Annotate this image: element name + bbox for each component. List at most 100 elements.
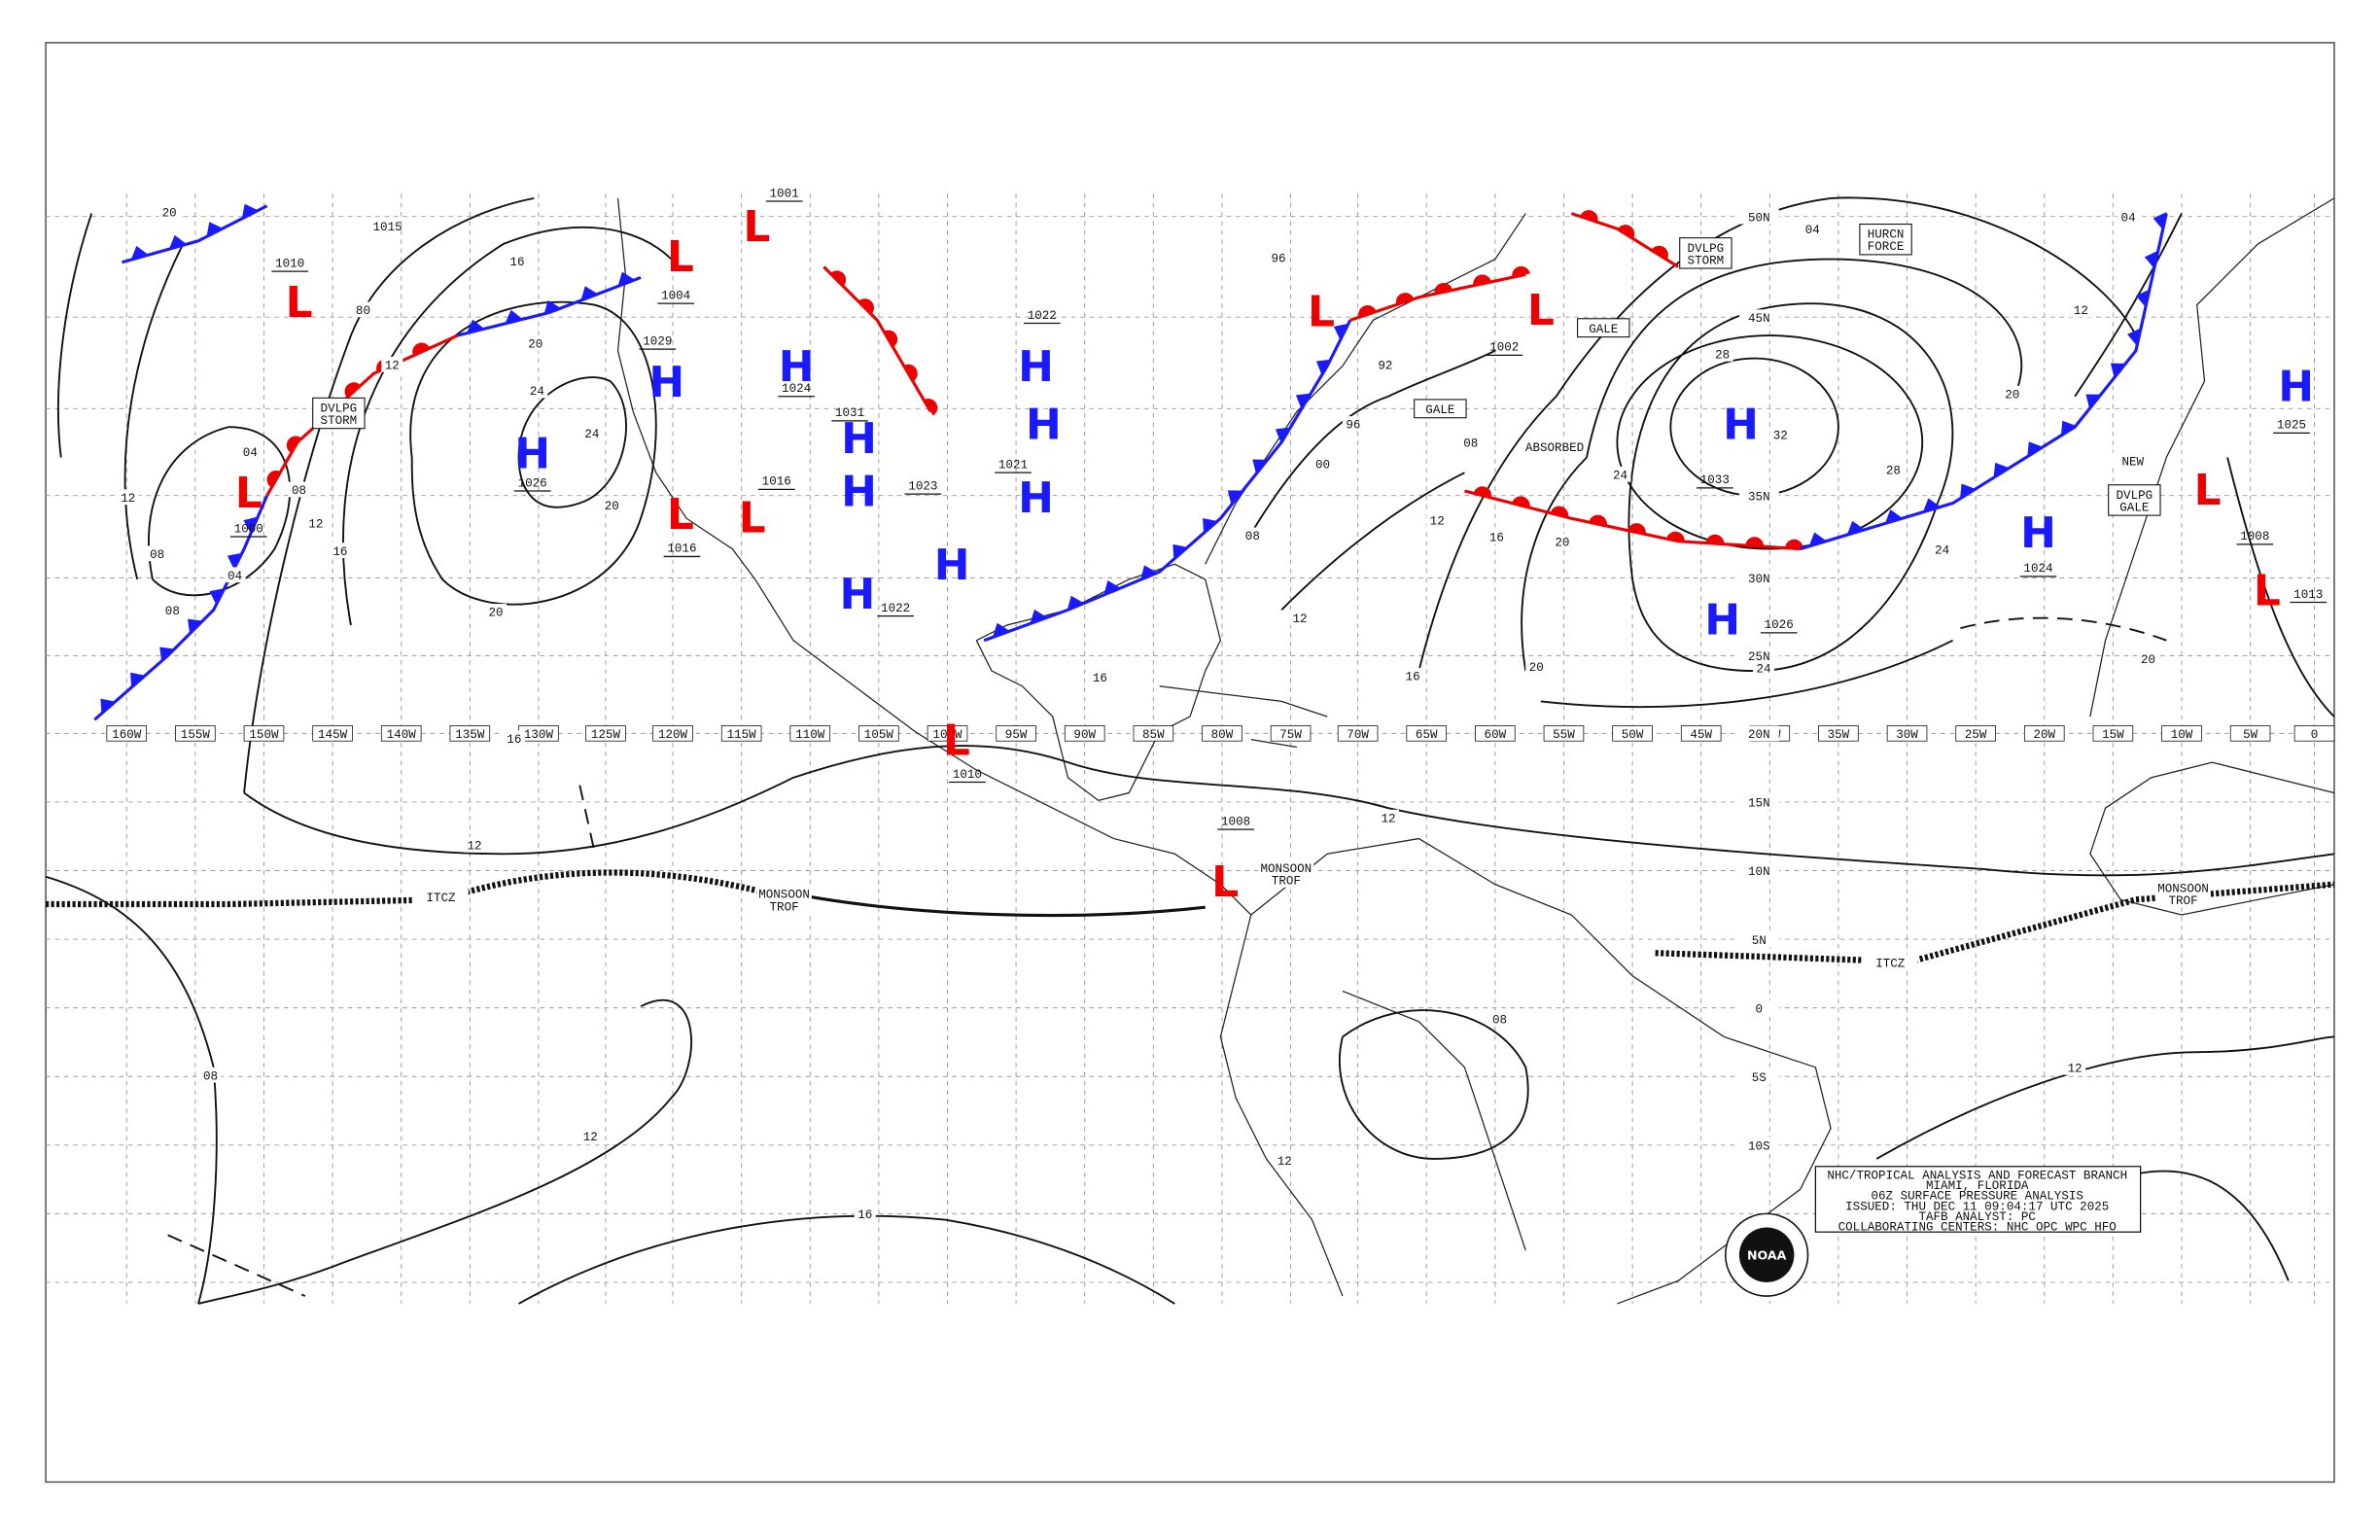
isobar-label: 32 <box>1773 430 1788 443</box>
cold-front-pip <box>1960 483 1977 499</box>
annotation-box <box>1679 237 1732 269</box>
lon-label-box <box>1886 725 1928 742</box>
coast-africa <box>2089 761 2335 916</box>
isobar-label-bg <box>503 730 525 746</box>
warm-front-pip <box>884 330 898 348</box>
low-center: L <box>1527 286 1555 335</box>
lon-label: 70W <box>1347 728 1369 742</box>
annotation: TROF <box>770 900 799 914</box>
lon-label-box <box>652 725 693 742</box>
annotation: ABSORBED <box>1525 441 1584 455</box>
cold-front-pip <box>2060 420 2077 437</box>
isobar-label: 12 <box>385 360 400 373</box>
annotation: DVLPG <box>321 402 358 415</box>
isobar-label-bg <box>381 356 403 372</box>
lat-label-box <box>1738 648 1779 664</box>
central-pressure: 1029 <box>643 334 672 348</box>
cold-front-pip <box>1203 517 1218 534</box>
lon-label: 85W <box>1142 728 1165 742</box>
isobar <box>1628 302 1954 673</box>
title-line: 06Z SURFACE PRESSURE ANALYSIS <box>1872 1190 2083 1204</box>
isobar-label: 16 <box>332 545 347 559</box>
isobar-label-bg <box>854 1206 876 1222</box>
isobar-label-bg <box>485 604 507 619</box>
troughs <box>46 616 2335 1297</box>
lon-label: 55W <box>1553 728 1575 742</box>
lat-label-box <box>1738 1137 1779 1153</box>
isobar-label: 04 <box>1805 224 1820 237</box>
isobar-label: 12 <box>583 1131 598 1144</box>
isobar-label: 12 <box>467 840 481 854</box>
cold-front-pip <box>241 203 259 219</box>
lon-label-box <box>312 725 353 742</box>
isobar-label-bg <box>1711 346 1733 362</box>
warm-front-pip <box>858 298 874 315</box>
warm-front-pip <box>286 436 300 454</box>
cold-front-pip <box>1295 393 1312 409</box>
isobar-label-bg <box>2070 301 2092 318</box>
lon-label: 135W <box>455 728 485 742</box>
lon-label-box <box>1337 725 1379 742</box>
isobar-label: 12 <box>1292 612 1307 626</box>
lon-label: 30W <box>1896 728 1918 742</box>
high-center: H <box>2020 508 2056 558</box>
isobar-label: 16 <box>507 733 521 747</box>
high-center: H <box>841 414 877 464</box>
low-center: L <box>739 493 766 542</box>
high-center: H <box>1026 401 1062 450</box>
isobar <box>517 376 627 508</box>
warm-front-pip <box>903 364 918 382</box>
isobar-label: 20 <box>1555 536 1569 549</box>
lon-label-box <box>2092 725 2134 742</box>
annotation: DVLPG <box>1688 242 1725 256</box>
coast-caribbean <box>1159 685 1328 749</box>
cold-front-pip <box>1333 323 1348 340</box>
cold-front-pip <box>2135 289 2150 307</box>
isobar-label: 00 <box>1315 458 1330 472</box>
isobar-label: 24 <box>584 428 599 441</box>
cold-front-pip <box>1140 565 1158 580</box>
cold-front-pip <box>1067 595 1085 611</box>
lat-label-box <box>1738 794 1779 810</box>
monsoon-trough <box>808 894 1206 918</box>
title-line: COLLABORATING CENTERS: NHC OPC WPC HFO <box>1838 1221 2117 1235</box>
cold-front-pip <box>2127 328 2142 346</box>
warm-front-pip <box>1395 293 1415 305</box>
low-center: L <box>943 716 970 765</box>
cold-front-pip <box>1227 490 1243 506</box>
warm-front-pip <box>924 399 938 416</box>
cold-front-pip <box>1808 532 1827 546</box>
isobar-label-bg <box>526 382 548 399</box>
isobar-label-bg <box>239 443 262 460</box>
isobar-label: 20 <box>488 607 503 620</box>
low-center: L <box>286 278 313 328</box>
lat-label: 5N <box>1752 934 1767 948</box>
isobar-label: 08 <box>203 1069 218 1083</box>
high-center: H <box>648 358 684 407</box>
high-center: H <box>1018 473 1054 523</box>
isobar-label-bg <box>158 204 181 220</box>
cold-front-pip <box>580 286 598 301</box>
cold-front-pip <box>2152 211 2167 230</box>
lon-label: 110W <box>795 728 825 742</box>
central-pressure: 1023 <box>908 479 937 493</box>
isobar-label: 1015 <box>373 221 402 234</box>
isobar <box>45 875 218 1305</box>
annotation: TROF <box>1272 875 1301 889</box>
isobar-label: 92 <box>1378 360 1392 373</box>
cold-front-pip <box>1884 509 1903 524</box>
annotation: HURCN <box>1868 228 1905 242</box>
warm-front-pip <box>1580 210 1598 223</box>
title-line: NHC/TROPICAL ANALYSIS AND FORECAST BRANC… <box>1827 1169 2127 1182</box>
low-center: L <box>2194 466 2222 515</box>
noaa-logo <box>1738 1227 1795 1282</box>
lat-label-box <box>1738 570 1779 586</box>
isobar-label: 08 <box>165 605 180 618</box>
isobar-label-bg <box>1426 511 1449 528</box>
lon-label-box <box>720 725 762 742</box>
isobar-label: 20 <box>162 207 177 221</box>
isobar-label-bg <box>2001 385 2023 402</box>
isobar-label-bg <box>464 837 486 853</box>
lon-label: 50W <box>1622 728 1644 742</box>
